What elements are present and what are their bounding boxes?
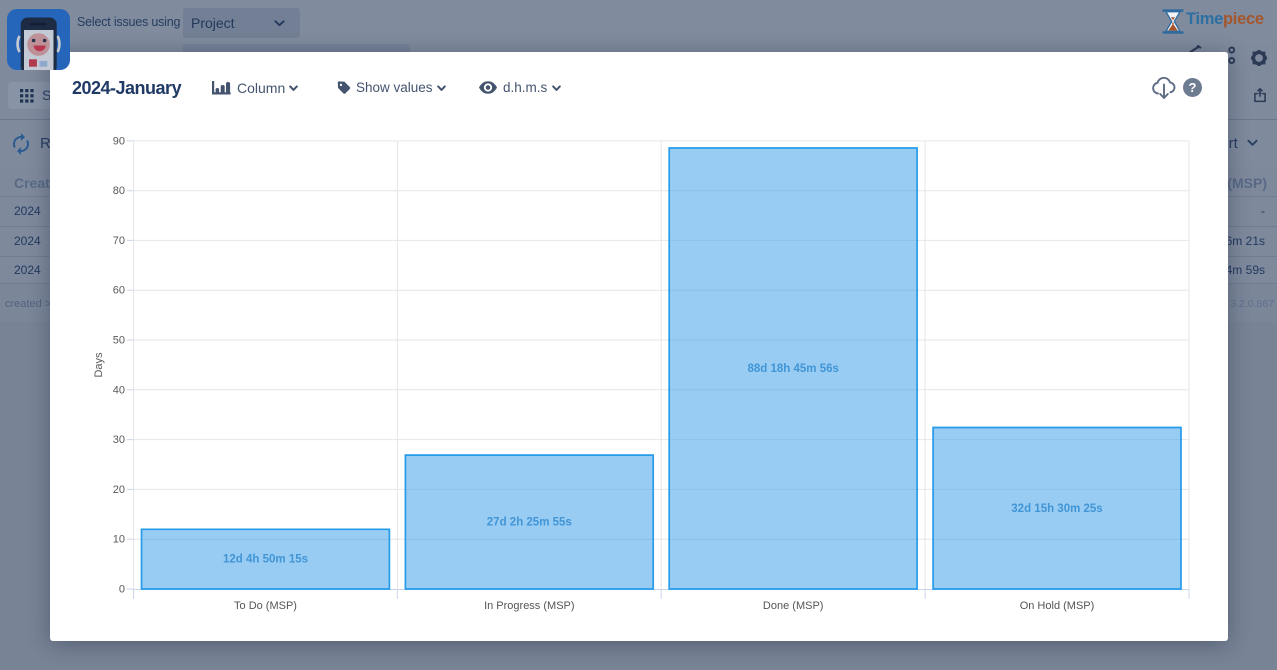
svg-text:12d 4h 50m 15s: 12d 4h 50m 15s bbox=[223, 554, 308, 566]
svg-text:On Hold (MSP): On Hold (MSP) bbox=[1020, 600, 1095, 612]
svg-text:30: 30 bbox=[113, 434, 125, 446]
svg-text:10: 10 bbox=[113, 534, 125, 546]
svg-text:In Progress (MSP): In Progress (MSP) bbox=[484, 600, 574, 612]
svg-text:80: 80 bbox=[113, 185, 125, 197]
svg-text:20: 20 bbox=[113, 484, 125, 496]
svg-text:60: 60 bbox=[113, 285, 125, 297]
svg-text:70: 70 bbox=[113, 235, 125, 247]
svg-text:50: 50 bbox=[113, 335, 125, 347]
svg-text:90: 90 bbox=[113, 135, 125, 147]
svg-text:40: 40 bbox=[113, 384, 125, 396]
svg-text:Done (MSP): Done (MSP) bbox=[763, 600, 824, 612]
svg-text:27d 2h 25m 55s: 27d 2h 25m 55s bbox=[487, 517, 572, 529]
svg-text:32d 15h 30m 25s: 32d 15h 30m 25s bbox=[1011, 503, 1102, 515]
svg-text:0: 0 bbox=[119, 584, 125, 596]
svg-text:Days: Days bbox=[93, 352, 105, 378]
svg-text:88d 18h 45m 56s: 88d 18h 45m 56s bbox=[747, 363, 838, 375]
svg-text:To Do (MSP): To Do (MSP) bbox=[234, 600, 297, 612]
